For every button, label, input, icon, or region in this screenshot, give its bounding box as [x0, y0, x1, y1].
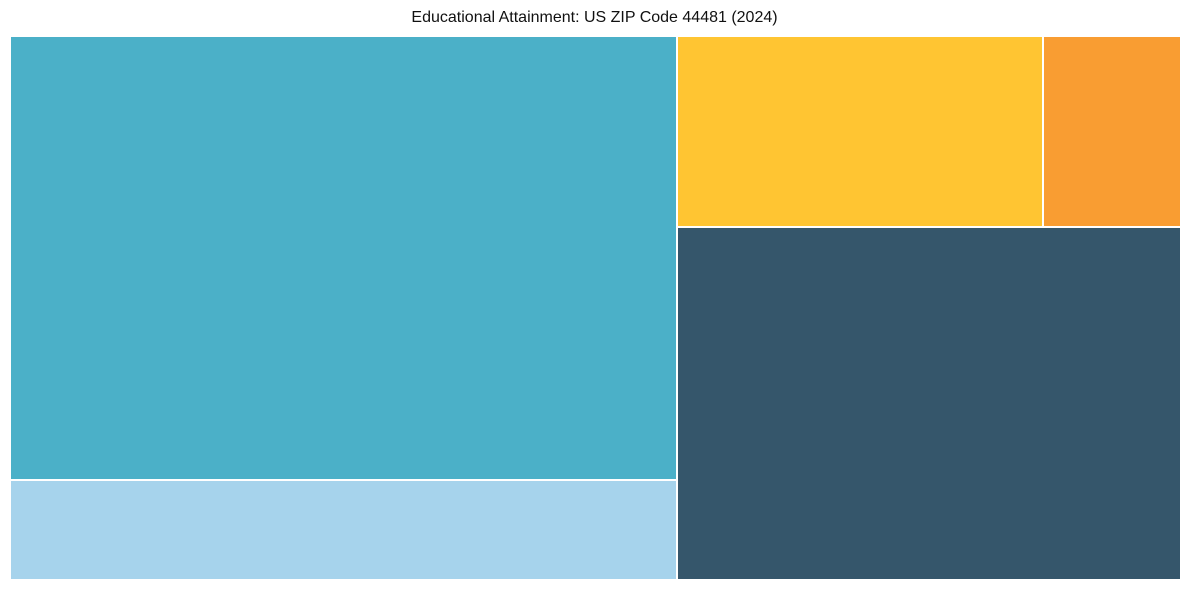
treemap-segment-teal[interactable] — [10, 36, 678, 480]
treemap-segment-light-blue[interactable] — [10, 479, 678, 580]
treemap-segment-orange[interactable] — [1042, 36, 1181, 227]
chart-title: Educational Attainment: US ZIP Code 4448… — [411, 9, 778, 26]
treemap-segment-dark-slate[interactable] — [677, 226, 1181, 580]
treemap-segment-yellow[interactable] — [677, 36, 1043, 227]
treemap-chart — [10, 36, 1181, 580]
